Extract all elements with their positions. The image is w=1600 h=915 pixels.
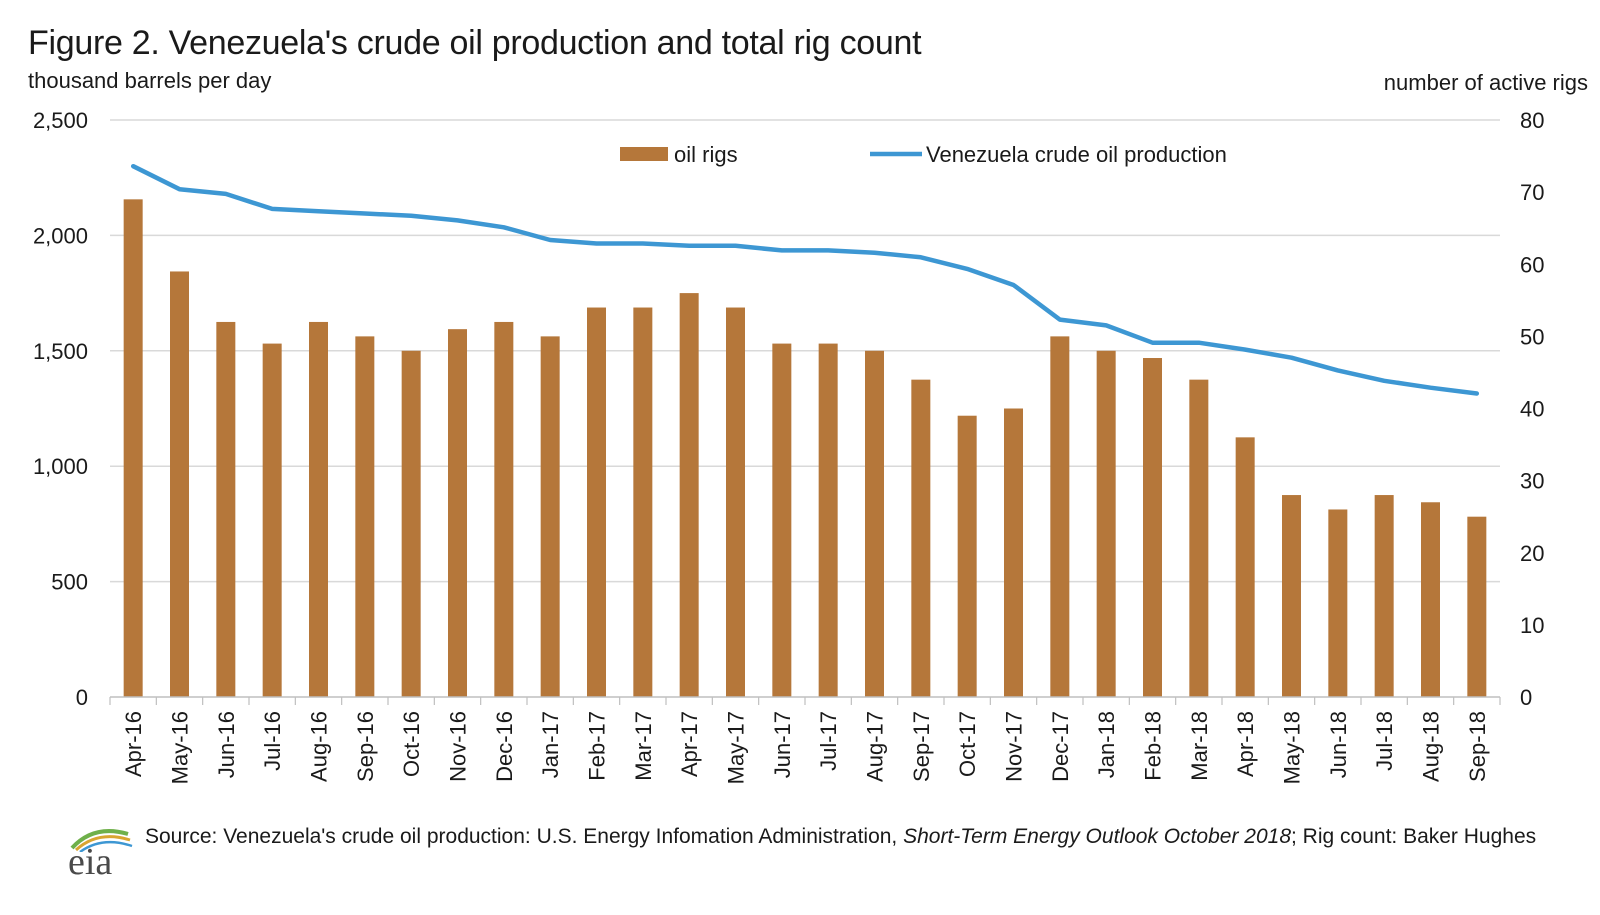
bar (1004, 408, 1023, 697)
x-tick-label: Jul-18 (1372, 711, 1397, 771)
bar (540, 336, 560, 697)
right-tick-label: 30 (1520, 469, 1544, 494)
x-tick-labels: Apr-16 May-16 Jun-16 Jul-16 Aug-16 Sep-16 Oct-… (121, 711, 1490, 784)
x-tick-label: Oct-16 (399, 711, 424, 777)
x-tick-label: May-16 (168, 711, 193, 784)
bar (1189, 379, 1209, 697)
left-tick-label: 2,000 (33, 223, 88, 248)
right-tick-label: 50 (1520, 324, 1544, 349)
x-tick-label: Aug-18 (1419, 711, 1444, 782)
bar (262, 343, 282, 697)
bar (1374, 495, 1394, 697)
bar (1050, 336, 1070, 697)
legend-label-oil-rigs: oil rigs (674, 142, 738, 167)
source-note: Source: Venezuela's crude oil production… (145, 822, 1545, 851)
bar (309, 321, 328, 697)
x-tick-label: Aug-17 (863, 711, 888, 782)
left-tick-label: 2,500 (33, 108, 88, 133)
legend-label-production: Venezuela crude oil production (926, 142, 1227, 167)
x-tick-label: Sep-16 (353, 711, 378, 782)
right-tick-labels: 0 10 20 30 40 50 60 70 80 (1520, 108, 1544, 710)
bar (1143, 358, 1162, 697)
right-axis-unit: number of active rigs (1383, 70, 1588, 95)
eia-logo-arc-icon (70, 829, 133, 852)
x-tick-label: Mar-18 (1187, 711, 1212, 781)
x-tick-label: Jun-16 (214, 711, 239, 778)
legend-swatch-oil-rigs (620, 147, 668, 161)
bar (1235, 437, 1255, 697)
x-tick-label: Dec-17 (1048, 711, 1073, 782)
bar (1282, 495, 1301, 697)
x-tick-label: Jan-18 (1094, 711, 1119, 778)
bar (633, 307, 653, 697)
bar (448, 329, 467, 697)
bar (170, 271, 189, 697)
bar (911, 379, 931, 697)
left-tick-label: 0 (76, 685, 88, 710)
legend: oil rigs Venezuela crude oil production (620, 142, 1227, 167)
x-tick-label: Jun-17 (770, 711, 795, 778)
bar (1328, 509, 1348, 697)
left-axis-unit: thousand barrels per day (28, 68, 272, 93)
right-tick-label: 70 (1520, 180, 1544, 205)
production-line (130, 163, 1480, 396)
x-tick-label: Dec-16 (492, 711, 517, 782)
x-tick-label: Feb-17 (585, 711, 610, 781)
bar (865, 350, 884, 697)
bar (587, 307, 606, 697)
bar (355, 336, 375, 697)
right-tick-label: 40 (1520, 397, 1544, 422)
x-tick-label: Jun-18 (1326, 711, 1351, 778)
x-tick-label: Apr-18 (1233, 711, 1258, 777)
bar (679, 293, 699, 697)
x-tick-label: Jul-17 (816, 711, 841, 771)
left-tick-labels: 0 500 1,000 1,500 2,000 2,500 (33, 108, 88, 710)
x-tick-label: May-17 (724, 711, 749, 784)
bar (818, 343, 838, 697)
bar (772, 343, 792, 697)
x-tick-label: May-18 (1280, 711, 1305, 784)
x-tick-label: Nov-17 (1002, 711, 1027, 782)
right-tick-label: 10 (1520, 613, 1544, 638)
source-suffix: ; Rig count: Baker Hughes (1291, 825, 1537, 848)
right-tick-label: 80 (1520, 108, 1544, 133)
x-tick-label: Jul-16 (260, 711, 285, 771)
right-tick-label: 60 (1520, 252, 1544, 277)
bar (401, 350, 421, 697)
x-tick-label: Jan-17 (538, 711, 563, 778)
x-tick-label: Sep-18 (1465, 711, 1490, 782)
eia-logo: eia (64, 822, 136, 883)
eia-logo-text: eia (68, 841, 113, 883)
x-tick-label: Feb-18 (1141, 711, 1166, 781)
right-tick-label: 20 (1520, 541, 1544, 566)
left-tick-label: 1,000 (33, 454, 88, 479)
axes (109, 696, 1501, 705)
bar (957, 415, 977, 697)
bar (1467, 516, 1487, 697)
x-tick-label: Aug-16 (307, 711, 332, 782)
source-italic: Short-Term Energy Outlook October 2018 (903, 825, 1292, 848)
bar (726, 307, 745, 697)
x-tick-label: Mar-17 (631, 711, 656, 781)
x-tick-label: Nov-16 (446, 711, 471, 782)
bar (1421, 502, 1440, 697)
left-tick-label: 500 (51, 570, 88, 595)
bar (494, 321, 514, 697)
line-series (130, 163, 1480, 396)
x-tick-label: Apr-17 (677, 711, 702, 777)
source-prefix: Source: Venezuela's crude oil production… (145, 825, 904, 848)
bar (123, 199, 143, 697)
right-tick-label: 0 (1520, 685, 1532, 710)
left-tick-label: 1,500 (33, 339, 88, 364)
x-tick-label: Oct-17 (955, 711, 980, 777)
bar (216, 321, 236, 697)
chart-title: Figure 2. Venezuela's crude oil producti… (28, 24, 922, 62)
gridlines (110, 119, 1500, 583)
bar (1096, 350, 1116, 697)
x-tick-label: Sep-17 (909, 711, 934, 782)
x-tick-label: Apr-16 (121, 711, 146, 777)
bar-series (123, 199, 1487, 697)
